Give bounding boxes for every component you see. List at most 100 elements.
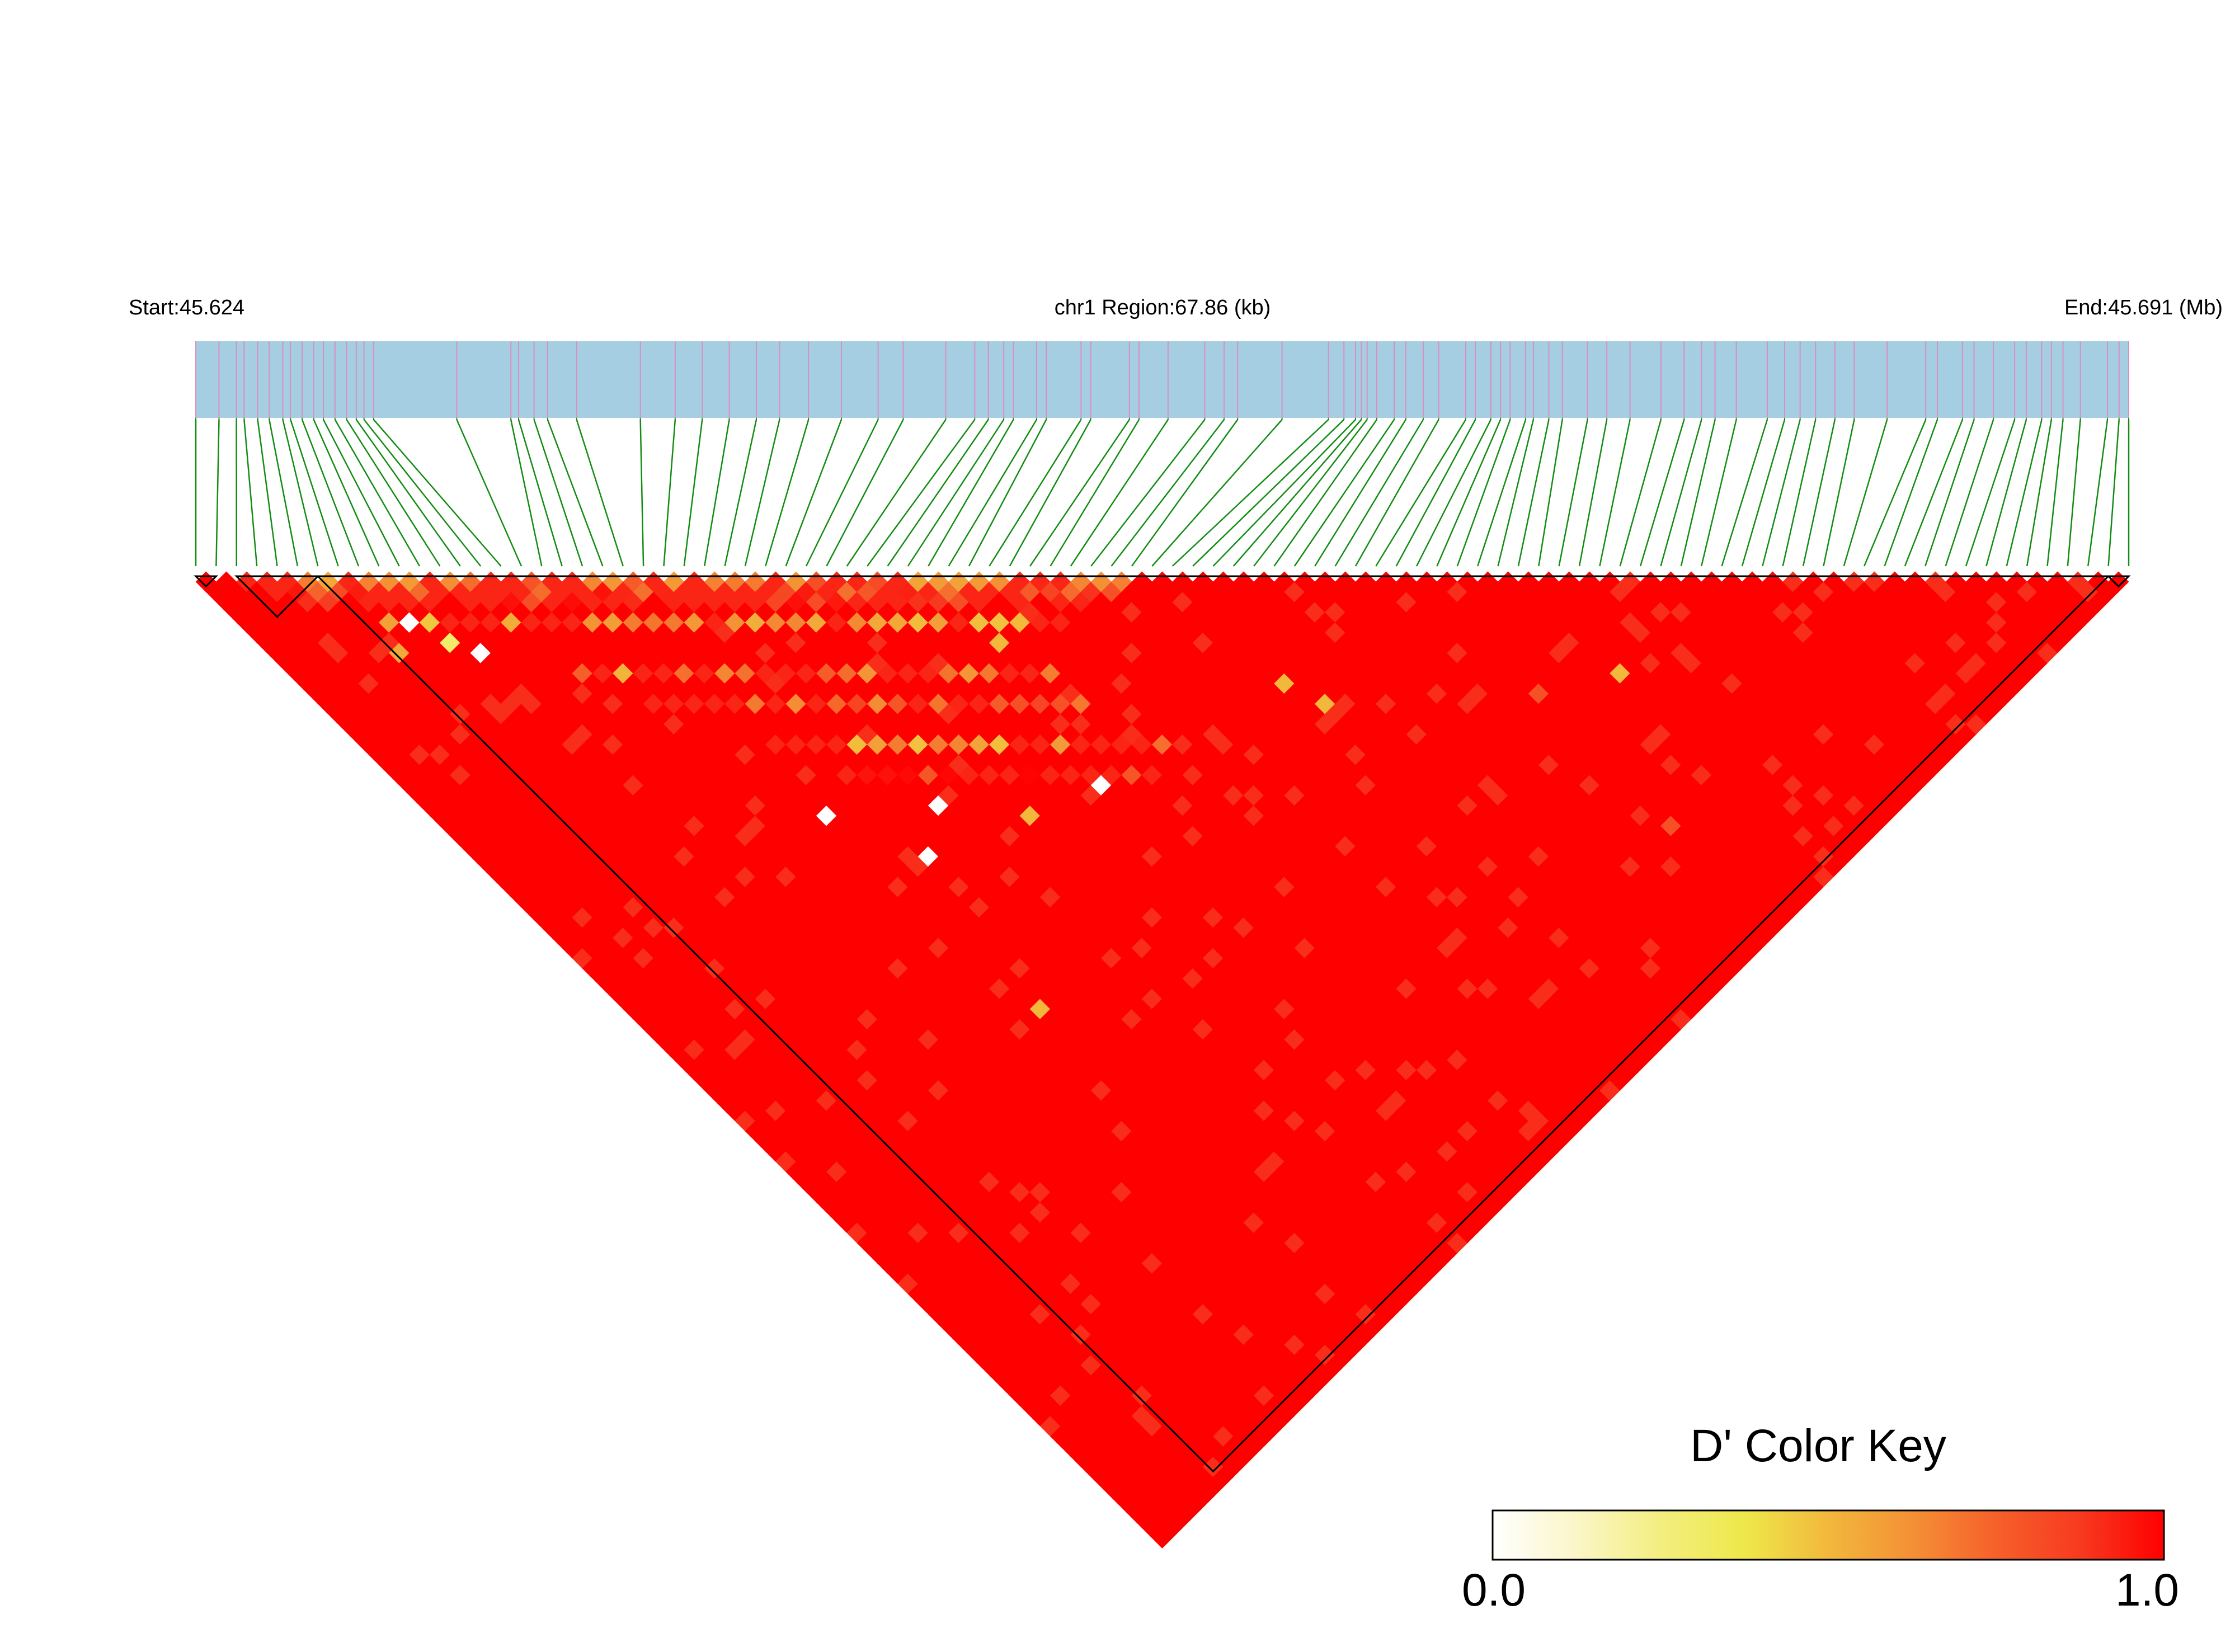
- snp-connector: [1639, 419, 1685, 567]
- snp-connector: [744, 419, 780, 567]
- snp-connector: [1762, 419, 1801, 567]
- snp-connector: [1293, 419, 1395, 567]
- snp-connector: [948, 419, 1037, 567]
- snp-connector: [1232, 419, 1362, 567]
- snp-connector: [1660, 419, 1702, 567]
- snp-connector: [1273, 419, 1378, 567]
- haplotype-block-outline: [316, 575, 2111, 1473]
- snp-connector: [663, 419, 676, 567]
- snp-connector: [805, 419, 879, 567]
- snp-connector: [243, 419, 258, 567]
- snp-connector: [322, 419, 400, 567]
- snp-connector: [703, 419, 730, 567]
- snp-connector: [1151, 419, 1283, 567]
- snp-connector: [1843, 419, 1888, 567]
- snp-connector: [1782, 419, 1817, 567]
- snp-connector: [456, 419, 523, 567]
- snp-connector: [313, 419, 380, 567]
- snp-connector: [334, 419, 421, 567]
- snp-connector: [1701, 419, 1737, 567]
- color-key-title: D' Color Key: [1690, 1420, 1946, 1471]
- snp-connector: [1090, 419, 1206, 567]
- snp-connector: [282, 419, 319, 567]
- snp-connector: [1415, 419, 1491, 567]
- snp-connector: [724, 419, 757, 567]
- snp-connector: [1436, 419, 1502, 567]
- snp-connector: [2087, 419, 2109, 567]
- haplotype-block-outline: [194, 575, 219, 588]
- snp-connector: [826, 419, 904, 567]
- snp-connector: [1904, 419, 1964, 567]
- region-start-label: Start:45.624: [129, 296, 244, 319]
- snp-connector: [1253, 419, 1368, 567]
- haplotype-block-outline: [234, 575, 320, 618]
- snp-connector: [1456, 419, 1511, 567]
- snp-connector: [1354, 419, 1439, 567]
- snp-connector: [301, 419, 360, 567]
- snp-connector: [215, 419, 220, 567]
- region-end-label: End:45.691 (Mb): [2064, 296, 2223, 319]
- snp-connector: [355, 419, 461, 567]
- color-key-max-label: 1.0: [2115, 1565, 2179, 1616]
- snp-connector: [1111, 419, 1225, 567]
- snp-connector: [1070, 419, 1169, 567]
- snp-connector: [867, 419, 976, 567]
- snp-connector: [1558, 419, 1588, 567]
- snp-connector: [1050, 419, 1140, 567]
- snp-connector: [1864, 419, 1927, 567]
- snp-connector: [517, 419, 563, 567]
- snp-connector: [1009, 419, 1091, 567]
- snp-connector: [1212, 419, 1356, 567]
- snp-connector: [1884, 419, 1938, 567]
- snp-connector: [2107, 419, 2120, 567]
- snp-connector: [269, 419, 299, 567]
- snp-connector: [1131, 419, 1239, 567]
- snp-connector: [1171, 419, 1329, 567]
- snp-connector: [639, 419, 644, 567]
- snp-connector: [846, 419, 947, 567]
- snp-tick-marks: [195, 341, 2129, 418]
- snp-connector: [683, 419, 703, 567]
- snp-connector: [363, 419, 482, 567]
- snp-connector: [2026, 419, 2053, 567]
- snp-connector: [1029, 419, 1130, 567]
- haplotype-block-outlines: [194, 575, 2131, 1473]
- snp-connector: [928, 419, 1014, 567]
- snp-connector: [1985, 419, 2027, 567]
- snp-connector: [1395, 419, 1476, 567]
- snp-connector: [2006, 419, 2043, 567]
- snp-connector: [346, 419, 441, 567]
- region-title-label: chr1 Region:67.86 (kb): [1055, 296, 1271, 319]
- snp-connector: [2046, 419, 2064, 567]
- snp-connector: [257, 419, 278, 567]
- ld-heatmap-cells: [195, 571, 2129, 1549]
- snp-connector: [765, 419, 810, 567]
- snp-connector: [887, 419, 989, 567]
- snp-connector: [989, 419, 1082, 567]
- snp-connector: [576, 419, 624, 567]
- color-key-bar: [1491, 1509, 2165, 1561]
- snp-connector: [1192, 419, 1345, 567]
- snp-position-track: [196, 341, 2129, 418]
- snp-connector: [1599, 419, 1631, 567]
- snp-connector: [533, 419, 584, 567]
- snp-connector: [1517, 419, 1550, 567]
- snp-connector-lines: [195, 418, 2130, 567]
- snp-connector: [1375, 419, 1467, 567]
- snp-connector: [2067, 419, 2081, 567]
- snp-connector: [510, 419, 543, 567]
- snp-connector: [290, 419, 339, 567]
- snp-connector: [1802, 419, 1836, 567]
- snp-connector: [547, 419, 604, 567]
- snp-connector: [1477, 419, 1527, 567]
- snp-connector: [1945, 419, 1994, 567]
- snp-connector: [1741, 419, 1786, 567]
- snp-connector: [373, 419, 502, 567]
- color-key-min-label: 0.0: [1462, 1565, 1526, 1616]
- snp-connector: [1497, 419, 1535, 567]
- snp-connector: [1925, 419, 1975, 567]
- snp-connector: [1538, 419, 1563, 567]
- snp-connector: [968, 419, 1047, 567]
- snp-connector: [1965, 419, 2016, 567]
